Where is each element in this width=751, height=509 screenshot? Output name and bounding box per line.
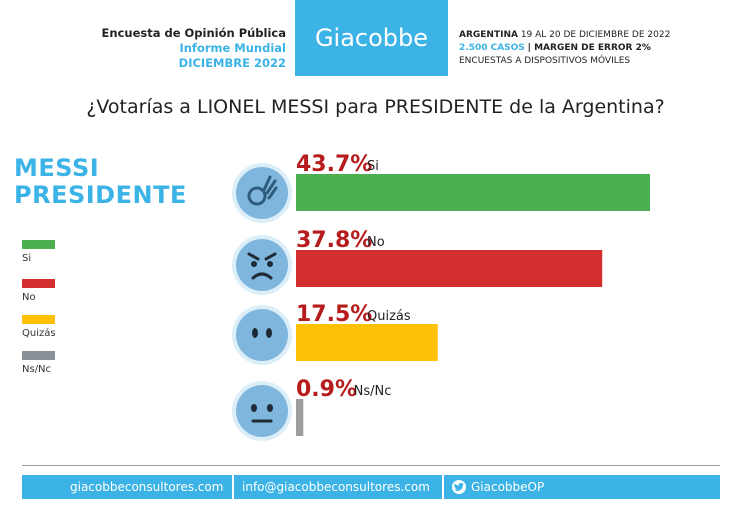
neutral-eye-right <box>267 404 273 412</box>
legend-item-si: Si <box>22 240 55 264</box>
twitter-icon <box>452 479 466 494</box>
legend-swatch-no <box>22 279 55 288</box>
survey-header-right: ARGENTINA 19 AL 20 DE DICIEMBRE DE 2022 … <box>459 29 670 68</box>
legend-label-quizas: Quizás <box>22 328 56 339</box>
ok-hand-emoji-icon <box>236 167 288 219</box>
footer-twitter-handle: GiacobbeOP <box>471 480 545 494</box>
neutral-face-icon <box>236 385 288 437</box>
footer-bar: giacobbeconsultores.com info@giacobbecon… <box>22 475 720 499</box>
legend-swatch-nsnc <box>22 351 55 360</box>
surprised-eye-left <box>252 328 258 338</box>
bar-quizs <box>296 324 438 361</box>
survey-country: ARGENTINA <box>459 30 518 40</box>
legend-label-no: No <box>22 292 36 303</box>
angry-brows <box>247 252 277 261</box>
value-label-quizs: 17.5% <box>296 302 372 327</box>
bar-nsnc <box>296 399 304 436</box>
category-label-no: No <box>367 235 385 250</box>
ok-hand-fingers <box>262 175 278 200</box>
footer-website-link[interactable]: giacobbeconsultores.com <box>70 480 224 494</box>
footer-separator <box>232 475 234 499</box>
angry-eye-right <box>267 261 273 267</box>
value-label-nsnc: 0.9% <box>296 377 357 402</box>
survey-header-left: Encuesta de Opinión Pública Informe Mund… <box>60 26 286 71</box>
legend-label-nsnc: Ns/Nc <box>22 364 52 375</box>
footer-separator <box>442 475 444 499</box>
angry-mouth <box>251 272 273 280</box>
category-label-si: Si <box>367 159 379 174</box>
survey-type-label: Encuesta de Opinión Pública <box>101 26 286 40</box>
survey-cases: 2.500 CASOS <box>459 43 525 53</box>
angry-face-icon <box>236 239 288 291</box>
survey-margin: | MARGEN DE ERROR 2% <box>527 43 651 53</box>
chart-title: ¿Votarías a LIONEL MESSI para PRESIDENTE… <box>86 96 665 118</box>
report-date-label: DICIEMBRE 2022 <box>178 56 286 70</box>
ok-hand-ring <box>247 186 267 206</box>
side-title-line2: PRESIDENTE <box>14 181 187 209</box>
footer-twitter-link[interactable]: GiacobbeOP <box>452 475 544 499</box>
surprised-eye-right <box>266 328 272 338</box>
brand-name: Giacobbe <box>314 24 429 52</box>
bar-no <box>296 250 603 287</box>
category-label-quizs: Quizás <box>367 309 411 324</box>
legend-item-nsnc: Ns/Nc <box>22 351 55 375</box>
angry-eye-left <box>251 261 257 267</box>
bar-si <box>296 174 650 211</box>
survey-dates: 19 AL 20 DE DICIEMBRE DE 2022 <box>520 30 671 40</box>
neutral-eye-left <box>251 404 257 412</box>
brand-logo: Giacobbe <box>295 0 448 76</box>
legend-item-quizas: Quizás <box>22 315 56 339</box>
footer-divider <box>22 465 720 466</box>
side-title: MESSI PRESIDENTE <box>14 155 187 209</box>
survey-sample-line: 2.500 CASOS | MARGEN DE ERROR 2% <box>459 42 670 55</box>
surprised-face-icon <box>236 309 288 361</box>
value-label-no: 37.8% <box>296 228 372 253</box>
side-title-line1: MESSI <box>14 154 100 182</box>
report-type-label: Informe Mundial <box>179 41 286 55</box>
legend-label-si: Si <box>22 253 32 264</box>
category-label-nsnc: Ns/Nc <box>354 384 392 399</box>
survey-method: ENCUESTAS A DISPOSITIVOS MÓVILES <box>459 56 631 66</box>
survey-date-line: ARGENTINA 19 AL 20 DE DICIEMBRE DE 2022 <box>459 29 670 42</box>
legend-swatch-si <box>22 240 55 249</box>
legend-swatch-quizas <box>22 315 55 324</box>
value-label-si: 43.7% <box>296 152 372 177</box>
footer-email-link[interactable]: info@giacobbeconsultores.com <box>242 480 430 494</box>
legend-item-no: No <box>22 279 55 303</box>
